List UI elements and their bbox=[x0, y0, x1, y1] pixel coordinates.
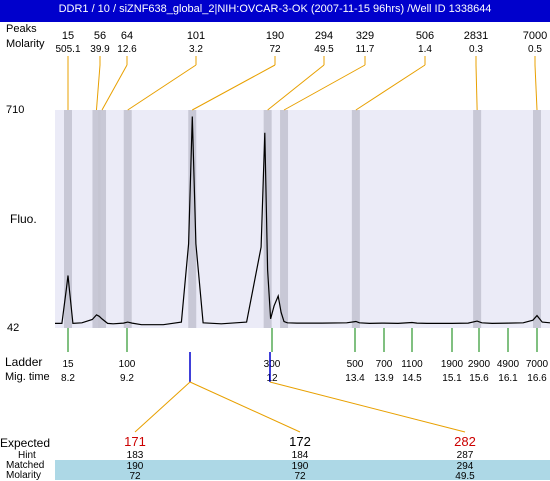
matched-value-3: 294 bbox=[457, 461, 474, 472]
peak-molarity-2831: 0.3 bbox=[469, 44, 483, 55]
expected-value-1: 171 bbox=[124, 434, 146, 449]
peak-molarity-64: 12.6 bbox=[117, 44, 137, 55]
peak-band-329 bbox=[280, 110, 289, 328]
expected-molarity-2: 72 bbox=[294, 471, 306, 480]
matched-value-1: 190 bbox=[127, 461, 144, 472]
hint-value-1: 183 bbox=[127, 450, 144, 461]
peak-size-190: 190 bbox=[266, 30, 284, 42]
expected-value-2: 172 bbox=[289, 434, 311, 449]
peak-connector-7000 bbox=[534, 64, 538, 111]
ladder-row-label: Ladder bbox=[5, 355, 43, 369]
peak-molarity-15: 505.1 bbox=[55, 44, 80, 55]
ladder-size-4900: 4900 bbox=[497, 359, 520, 370]
ladder-time-1100: 14.5 bbox=[402, 373, 422, 384]
ladder-size-700: 700 bbox=[376, 359, 393, 370]
ladder-time-7000: 16.6 bbox=[527, 373, 547, 384]
expected-connector-1 bbox=[134, 381, 191, 433]
ladder-size-300: 300 bbox=[264, 359, 281, 370]
chart-title: DDR1 / 10 / siZNF638_global_2|NIH:OVCAR-… bbox=[58, 3, 492, 15]
peaks-row-label: Peaks bbox=[6, 23, 37, 35]
peak-connector-506 bbox=[355, 64, 426, 111]
peak-size-101: 101 bbox=[187, 30, 205, 42]
expected-molarity-3: 49.5 bbox=[455, 471, 475, 480]
ladder-size-15: 15 bbox=[62, 359, 74, 370]
ladder-time-15: 8.2 bbox=[61, 373, 75, 384]
y-min-label: 42 bbox=[7, 322, 20, 334]
peak-size-56: 56 bbox=[94, 30, 106, 42]
ladder-time-1900: 15.1 bbox=[442, 373, 462, 384]
peak-size-329: 329 bbox=[356, 30, 374, 42]
peak-size-2831: 2831 bbox=[464, 30, 488, 42]
peak-band-2831 bbox=[473, 110, 482, 328]
peak-connector-329 bbox=[283, 64, 366, 111]
peak-size-294: 294 bbox=[315, 30, 333, 42]
peak-size-7000: 7000 bbox=[523, 30, 547, 42]
peak-band-101 bbox=[123, 110, 132, 328]
peak-connector-294 bbox=[267, 64, 325, 111]
peak-size-506: 506 bbox=[416, 30, 434, 42]
peak-molarity-7000: 0.5 bbox=[528, 44, 542, 55]
title-bar: DDR1 / 10 / siZNF638_global_2|NIH:OVCAR-… bbox=[0, 0, 550, 22]
matched-row-bg bbox=[55, 460, 550, 480]
y-max-label: 710 bbox=[6, 104, 25, 116]
matched-row-label: Matched bbox=[6, 460, 45, 471]
ladder-size-7000: 7000 bbox=[526, 359, 549, 370]
ladder-time-2900: 15.6 bbox=[469, 373, 489, 384]
expected-row-label: Expected bbox=[0, 436, 51, 450]
peak-size-15: 15 bbox=[62, 30, 74, 42]
peak-molarity-506: 1.4 bbox=[418, 44, 432, 55]
peak-molarity-190: 72 bbox=[269, 44, 281, 55]
matched-value-2: 190 bbox=[292, 461, 309, 472]
peak-molarity-329: 11.7 bbox=[356, 44, 375, 55]
ladder-size-2900: 2900 bbox=[468, 359, 491, 370]
peak-connector-101 bbox=[127, 64, 197, 111]
peak-band-7000 bbox=[533, 110, 541, 328]
peak-connector-64 bbox=[101, 64, 128, 111]
peak-molarity-56: 39.9 bbox=[90, 44, 110, 55]
peak-connector-56 bbox=[95, 64, 101, 111]
hint-value-2: 184 bbox=[292, 450, 309, 461]
expected-value-3: 282 bbox=[454, 434, 476, 449]
expected-molarity-1: 72 bbox=[129, 471, 141, 480]
plot-area bbox=[55, 110, 550, 328]
peak-band-294 bbox=[263, 110, 272, 328]
expected-connector-3 bbox=[269, 381, 466, 433]
peak-band-64 bbox=[98, 110, 107, 328]
peak-band-190 bbox=[188, 110, 197, 328]
ladder-time-100: 9.2 bbox=[120, 373, 134, 384]
ladder-time-700: 13.9 bbox=[374, 373, 394, 384]
expected-connector-2 bbox=[189, 381, 301, 433]
peak-molarity-294: 49.5 bbox=[314, 44, 334, 55]
ladder-time-4900: 16.1 bbox=[498, 373, 518, 384]
fluorescence-trace bbox=[55, 116, 550, 326]
ladder-size-500: 500 bbox=[347, 359, 364, 370]
ladder-size-1100: 1100 bbox=[401, 359, 423, 370]
molarity-bottom-row-label: Molarity bbox=[6, 470, 42, 481]
ladder-time-300: 12 bbox=[266, 373, 278, 384]
ladder-time-500: 13.4 bbox=[345, 373, 365, 384]
peak-size-64: 64 bbox=[121, 30, 133, 42]
hint-value-3: 287 bbox=[457, 450, 474, 461]
peak-band-56 bbox=[92, 110, 101, 328]
hint-row-label: Hint bbox=[18, 450, 36, 461]
migtime-row-label: Mig. time bbox=[5, 371, 50, 383]
y-axis-label: Fluo. bbox=[10, 212, 37, 226]
peak-band-506 bbox=[351, 110, 360, 328]
peak-connector-2831 bbox=[475, 64, 478, 111]
ladder-size-100: 100 bbox=[119, 359, 136, 370]
ladder-size-1900: 1900 bbox=[441, 359, 464, 370]
peak-band-15 bbox=[64, 110, 72, 328]
molarity-row-label: Molarity bbox=[6, 38, 45, 50]
peak-molarity-101: 3.2 bbox=[189, 44, 203, 55]
peak-connector-190 bbox=[192, 64, 276, 111]
